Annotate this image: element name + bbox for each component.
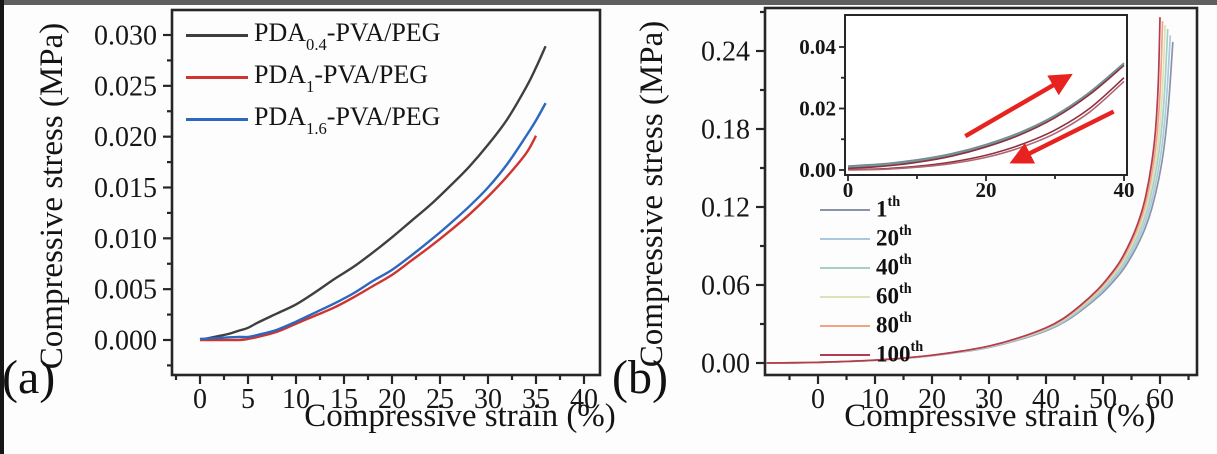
x-tick-b: 0 (811, 384, 825, 415)
x-tick-b-inset: 20 (976, 178, 997, 202)
x-tick-a: 25 (426, 384, 454, 415)
legend-label-cycle-20: 20th (876, 223, 912, 251)
y-tick-b-inset: 0.00 (799, 158, 836, 182)
legend-line-swatch-pda04 (186, 33, 248, 37)
legend-line-swatch-cycle-80 (820, 324, 870, 327)
legend-label-cycle-60: 60th (876, 281, 912, 309)
x-tick-a: 35 (522, 384, 550, 415)
curve-pda0-4-pva-peg (199, 45, 547, 342)
legend-item-cycle-20: 20th (820, 223, 923, 252)
curve-pda1-6-pva-peg (199, 102, 547, 341)
x-tick-a: 5 (241, 384, 255, 415)
legend-item-cycle-100: 100th (820, 339, 924, 368)
y-tick-b: 0.06 (701, 271, 750, 302)
x-tick-b-inset: 40 (1113, 178, 1134, 202)
x-tick-b: 60 (1146, 384, 1174, 415)
legend-label-cycle-80: 80th (876, 310, 912, 338)
legend-label-pda1: PDA1-PVA/PEG (254, 59, 428, 96)
legend-line-swatch-cycle-60 (820, 295, 870, 298)
legend-line-swatch-cycle-100 (820, 353, 870, 356)
unloading-arrow (1009, 109, 1115, 164)
plot-frame-a (170, 8, 602, 377)
chart-a-x-axis-title: Compressive strain (%) (304, 398, 616, 434)
legend-line-swatch-cycle-40 (820, 266, 870, 269)
chart-b-y-axis-title: Compressive stress (MPa) (634, 20, 670, 368)
legend-item-pda1: PDA1-PVA/PEG (186, 59, 440, 96)
figure-left-border (0, 0, 4, 454)
x-tick-b: 40 (1032, 384, 1060, 415)
x-tick-b: 50 (1089, 384, 1117, 415)
chart-a-legend: PDA0.4-PVA/PEG PDA1-PVA/PEG PDA1.6-PVA/P… (186, 17, 441, 138)
legend-line-swatch-cycle-20 (820, 237, 870, 240)
chart-a-y-axis-title: Compressive stress (MPa) (34, 22, 70, 370)
y-tick-a: 0.010 (94, 224, 157, 255)
chart-b-x-axis-title: Compressive strain (%) (844, 398, 1156, 434)
x-tick-a: 0 (193, 384, 207, 415)
legend-item-cycle-80: 80th (820, 310, 923, 339)
curve-unloading-maroon (847, 80, 1125, 171)
y-tick-a: 0.000 (94, 326, 157, 357)
panel-a-label: (a) (2, 351, 56, 404)
curve-loading-teal (847, 63, 1125, 169)
chart-b-legend: 1th 20th 40th 60th 80th 100th (820, 194, 924, 368)
legend-label-cycle-40: 40th (876, 252, 912, 280)
y-tick-b-inset: 0.04 (799, 35, 836, 59)
legend-label-pda04: PDA0.4-PVA/PEG (254, 17, 441, 54)
x-tick-a: 15 (330, 384, 358, 415)
legend-item-cycle-1: 1th (820, 194, 923, 223)
y-tick-b: 0.12 (701, 193, 750, 224)
curve-100th (766, 17, 1161, 364)
loading-arrow (964, 73, 1073, 139)
y-tick-a: 0.025 (94, 71, 157, 102)
x-tick-a: 30 (474, 384, 502, 415)
curve-loading-darkred (847, 64, 1125, 170)
legend-item-pda04: PDA0.4-PVA/PEG (186, 17, 441, 54)
y-tick-b-inset: 0.02 (799, 97, 836, 121)
legend-item-pda16: PDA1.6-PVA/PEG (186, 101, 441, 138)
y-tick-a: 0.005 (94, 275, 157, 306)
y-tick-a: 0.020 (94, 122, 157, 153)
legend-line-swatch-cycle-1 (820, 208, 870, 211)
legend-item-cycle-40: 40th (820, 252, 923, 281)
legend-line-swatch-pda1 (186, 75, 248, 79)
chart-b-inset: 0 20 40 0.00 0.02 0.04 (799, 14, 1134, 202)
chart-a: 0 5 10 15 20 25 30 35 40 0.000 0.005 0.010 0.015 0.02… (94, 8, 602, 415)
x-tick-a: 40 (570, 384, 598, 415)
x-tick-a: 20 (378, 384, 406, 415)
y-tick-b: 0.24 (701, 37, 750, 68)
y-tick-b: 0.00 (701, 349, 750, 380)
y-tick-a: 0.015 (94, 173, 157, 204)
inset-background (845, 15, 1127, 175)
curve-pda1-pva-peg (200, 135, 538, 342)
x-tick-b: 30 (975, 384, 1003, 415)
legend-line-swatch-pda16 (186, 117, 248, 121)
legend-label-pda16: PDA1.6-PVA/PEG (254, 101, 441, 138)
y-tick-b: 0.18 (701, 115, 750, 146)
panel-b-label: (b) (612, 351, 668, 404)
y-tick-a: 0.030 (94, 21, 157, 52)
figure-top-border (0, 0, 1217, 5)
x-tick-a: 10 (282, 384, 310, 415)
legend-label-cycle-1: 1th (876, 194, 901, 222)
legend-label-cycle-100: 100th (876, 339, 924, 367)
curve-loading-gray (847, 62, 1125, 167)
x-tick-b-inset: 0 (843, 178, 854, 202)
legend-item-cycle-60: 60th (820, 281, 923, 310)
x-tick-b: 10 (861, 384, 889, 415)
x-tick-b: 20 (918, 384, 946, 415)
chart-b: 0 10 20 30 40 50 60 0.00 0.06 0.12 0.18 0.24 (701, 6, 1199, 415)
plot-frame-b (763, 6, 1199, 377)
